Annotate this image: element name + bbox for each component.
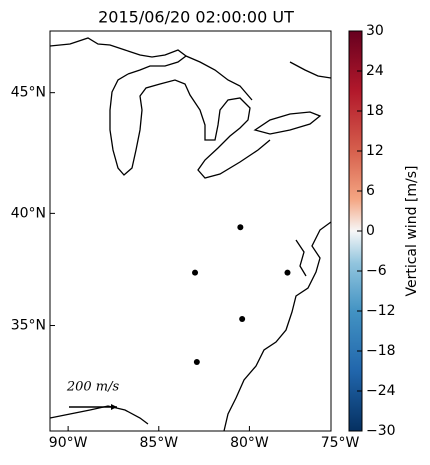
x-tick-label: 75°W <box>321 435 360 451</box>
colorbar-tick-label: −6 <box>366 263 387 279</box>
map-title: 2015/06/20 02:00:00 UT <box>98 8 294 27</box>
colorbar-tick-label: 0 <box>366 223 375 239</box>
colorbar-tick-label: −24 <box>366 383 396 399</box>
map-frame <box>49 30 332 432</box>
colorbar-label: Vertical wind [m/s] <box>404 166 420 297</box>
station-point <box>237 224 244 231</box>
station-point <box>239 315 246 322</box>
colorbar-tick-label: −12 <box>366 303 396 319</box>
colorbar-tick-label: −30 <box>366 423 396 439</box>
y-tick-label: 45°N <box>11 85 46 101</box>
colorbar-tick-label: 6 <box>366 183 375 199</box>
x-tick-label: 80°W <box>230 435 269 451</box>
station-point <box>192 269 199 276</box>
scale-arrowhead <box>111 404 117 410</box>
coastlines <box>50 37 331 431</box>
x-tick-label: 85°W <box>139 435 178 451</box>
colorbar-tick-label: −18 <box>366 343 396 359</box>
scale-key: 200 m/s <box>66 380 120 395</box>
y-tick-label: 40°N <box>11 205 46 221</box>
colorbar-tick-label: 18 <box>366 103 384 119</box>
station-point <box>193 359 200 366</box>
x-tick-label: 90°W <box>49 435 88 451</box>
station-point <box>284 269 291 276</box>
y-tick-label: 35°N <box>11 318 46 334</box>
colorbar-tick-label: 12 <box>366 143 384 159</box>
colorbar-tick-label: 24 <box>366 63 384 79</box>
colorbar-tick-label: 30 <box>366 23 384 39</box>
